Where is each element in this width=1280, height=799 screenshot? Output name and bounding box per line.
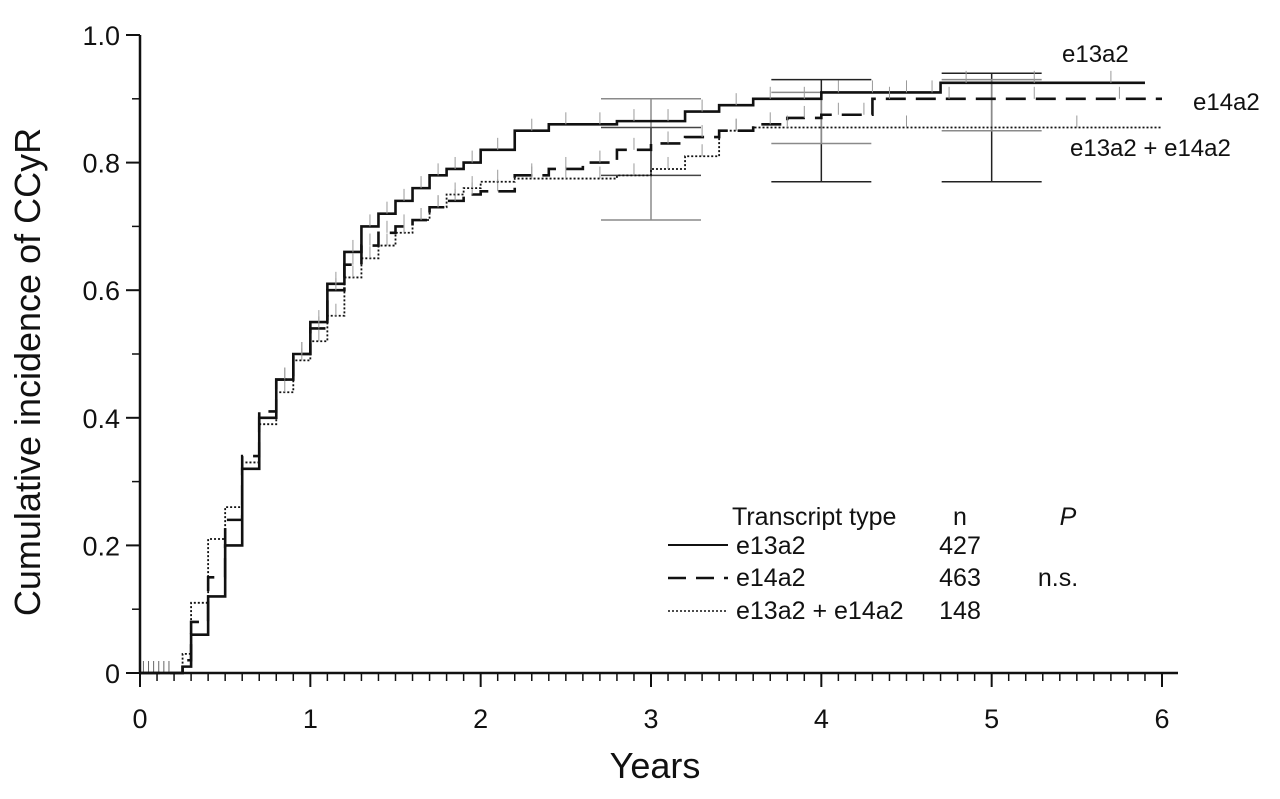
legend-header-n: n — [953, 503, 967, 531]
legend-p-value: n.s. — [1038, 564, 1078, 592]
series-label-e14a2: e14a2 — [1193, 89, 1260, 116]
series-label-e13a2-e14a2: e13a2 + e14a2 — [1070, 135, 1231, 162]
y-ticks: 0 0.2 0.4 0.6 0.8 1.0 — [82, 21, 140, 689]
y-tick-label: 0 — [105, 659, 120, 689]
legend-n-e13a2-e14a2: 148 — [939, 597, 981, 625]
x-tick-label: 3 — [643, 704, 658, 734]
legend-header-p: P — [1060, 503, 1077, 531]
y-tick-label: 1.0 — [82, 21, 120, 51]
y-tick-label: 0.8 — [82, 149, 120, 179]
y-tick-label: 0.2 — [82, 531, 120, 561]
legend: Transcript type n P e13a2 427 e14a2 463 … — [668, 503, 1078, 625]
legend-n-e14a2: 463 — [939, 564, 981, 592]
axes: 0 1 2 3 4 5 6 0 0.2 0.4 0.6 0.8 1.0 Years Cumulativ… — [7, 21, 1178, 786]
plot-area — [140, 70, 1162, 675]
x-tick-label: 5 — [984, 704, 999, 734]
error-bar — [941, 78, 1042, 132]
censor-marks — [284, 115, 1078, 393]
legend-label-e13a2-e14a2: e13a2 + e14a2 — [736, 597, 904, 625]
y-tick-label: 0.6 — [82, 276, 120, 306]
x-tick-label: 0 — [132, 704, 147, 734]
x-tick-label: 6 — [1154, 704, 1169, 734]
x-tick-label: 4 — [814, 704, 829, 734]
censor-marks — [284, 70, 1112, 380]
y-axis-title: Cumulative incidence of CCyR — [7, 128, 48, 616]
x-tick-label: 1 — [303, 704, 318, 734]
series-line-e14a2 — [140, 97, 1162, 675]
legend-header-type: Transcript type — [732, 503, 896, 531]
series-label-e13a2: e13a2 — [1062, 41, 1129, 68]
x-tick-label: 2 — [473, 704, 488, 734]
legend-label-e14a2: e14a2 — [736, 564, 806, 592]
series-labels: e13a2 e14a2 e13a2 + e14a2 — [1062, 41, 1260, 162]
series-line-e13a2 — [140, 81, 1145, 675]
y-tick-label: 0.4 — [82, 404, 120, 434]
series-line-e13a2-e14a2 — [140, 126, 1162, 674]
x-axis-title: Years — [610, 745, 701, 786]
legend-n-e13a2: 427 — [939, 532, 981, 560]
x-ticks: 0 1 2 3 4 5 6 — [132, 673, 1170, 734]
legend-label-e13a2: e13a2 — [736, 532, 806, 560]
